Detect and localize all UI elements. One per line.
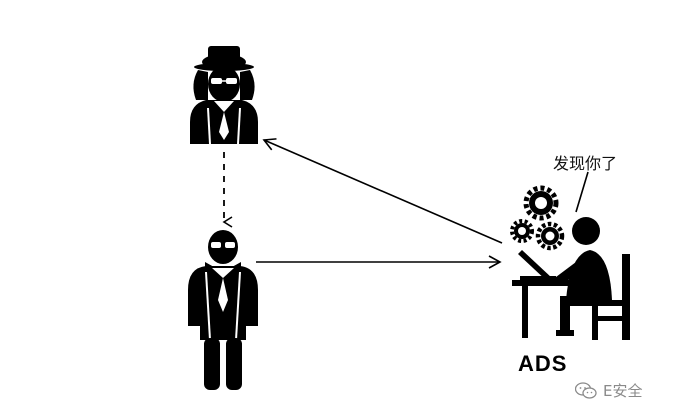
gear-icon bbox=[535, 221, 565, 251]
gear-icon bbox=[510, 219, 534, 243]
watermark-text: E安全 bbox=[603, 382, 643, 400]
chair-icon bbox=[590, 254, 630, 340]
desk-icon bbox=[512, 280, 578, 338]
gear-icon bbox=[523, 185, 559, 221]
speech-pointer bbox=[575, 171, 589, 213]
ads-label: ADS bbox=[518, 351, 568, 376]
masked-agent-icon bbox=[188, 230, 258, 390]
watermark: E安全 bbox=[575, 380, 642, 401]
speech-text: 发现你了 bbox=[553, 154, 618, 173]
arrow-ads-to-hacker bbox=[262, 138, 503, 244]
hacker-with-hat-icon bbox=[190, 46, 258, 145]
wechat-icon bbox=[575, 381, 597, 399]
